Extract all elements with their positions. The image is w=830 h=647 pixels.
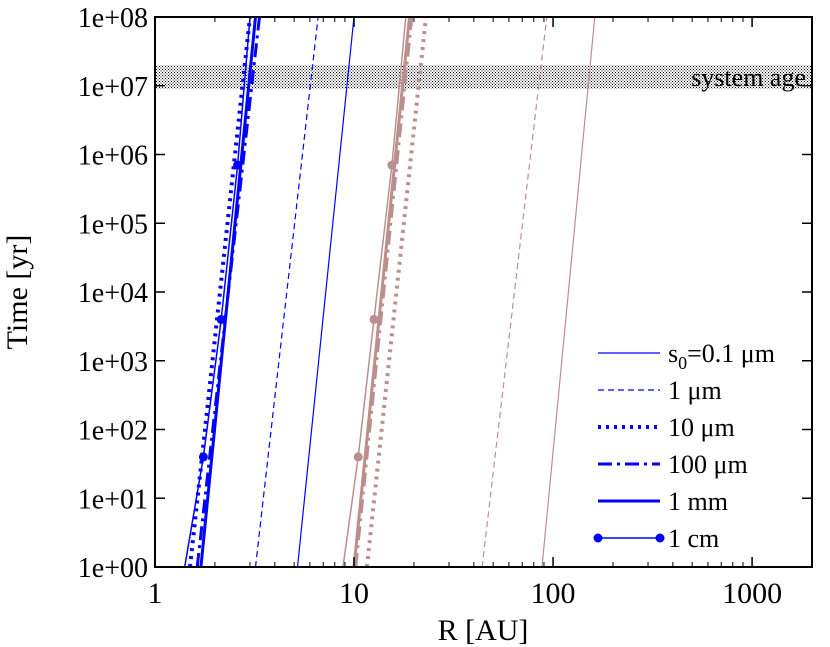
y-tick-label: 1e+00 — [78, 553, 148, 584]
legend-label-4: 1 mm — [668, 487, 728, 516]
legend-marker-right — [655, 533, 665, 543]
annotation-band-layer: system age — [155, 63, 812, 92]
series-marker-11-1 — [369, 314, 379, 324]
legend-label-0: s0=0.1 μm — [668, 339, 775, 373]
x-tick-label: 100 — [531, 577, 576, 610]
series-line-7 — [481, 17, 548, 567]
series-line-0 — [296, 17, 355, 567]
system-age-band — [155, 65, 812, 89]
series-marker-5-1 — [216, 314, 226, 324]
legend-label-3: 100 μm — [668, 450, 748, 479]
y-axis: 1e+00 1e+01 1e+02 1e+03 1e+04 1e+05 1e+06 1e+07… — [78, 3, 812, 584]
y-tick-label: 1e+02 — [78, 416, 148, 447]
legend-label-2: 10 μm — [668, 413, 735, 442]
series-layer — [183, 17, 596, 567]
y-tick-label: 1e+01 — [78, 484, 148, 515]
system-age-label: system age — [691, 63, 806, 92]
series-marker-11-2 — [387, 160, 397, 170]
y-tick-label: 1e+06 — [78, 141, 148, 172]
series-marker-5-2 — [233, 160, 243, 170]
y-tick-label: 1e+08 — [78, 3, 148, 34]
x-tick-label: 1 — [148, 577, 163, 610]
x-tick-label: 10 — [339, 577, 369, 610]
series-marker-5-0 — [198, 452, 208, 462]
legend-label-1: 1 μm — [668, 376, 722, 405]
series-line-10 — [352, 17, 411, 567]
y-tick-label: 1e+04 — [78, 278, 148, 309]
legend-marker-left — [593, 533, 603, 543]
series-line-5 — [183, 17, 251, 567]
y-tick-label: 1e+07 — [78, 72, 148, 103]
series-line-1 — [254, 17, 319, 567]
plot-frame — [154, 16, 813, 568]
legend: s0=0.1 μm 1 μm 10 μm 100 μm 1 mm 1 cm — [593, 339, 775, 553]
x-axis: 1 10 100 1000 — [148, 17, 813, 610]
y-axis-label: Time [yr] — [1, 235, 34, 350]
series-line-9 — [354, 17, 414, 567]
y-tick-label: 1e+05 — [78, 209, 148, 240]
legend-label-5: 1 cm — [668, 524, 719, 553]
x-tick-label: 1000 — [722, 577, 782, 610]
x-axis-label: R [AU] — [438, 614, 529, 647]
series-marker-11-0 — [353, 452, 363, 462]
series-line-6 — [541, 17, 596, 567]
y-tick-label: 1e+03 — [78, 347, 148, 378]
series-line-8 — [364, 17, 428, 567]
series-line-4 — [199, 17, 257, 567]
